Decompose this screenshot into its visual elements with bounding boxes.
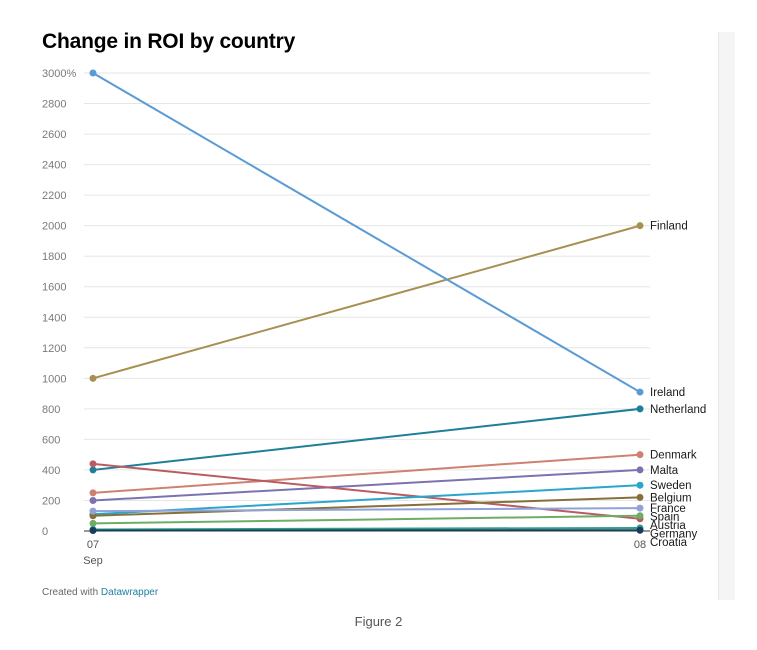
point-finland <box>636 222 644 230</box>
y-tick-label: 1600 <box>42 282 66 294</box>
series-line-sweden <box>92 484 641 516</box>
line-chart: 0 200 400 600 800 1000 1200 1400 1600 1800 2000 220… <box>42 68 706 567</box>
point-france <box>636 504 644 512</box>
point-croatia <box>636 526 644 534</box>
y-tick-label: 800 <box>42 404 60 416</box>
y-tick-label: 2600 <box>42 129 66 141</box>
point-spain <box>89 519 97 527</box>
series-label-netherland: Netherland <box>650 404 706 416</box>
point-austria <box>89 460 97 468</box>
chart-title: Change in ROI by country <box>42 30 296 53</box>
series-label-austria: Austria <box>650 520 686 532</box>
series-line-austria <box>92 462 641 520</box>
credit-prefix: Created with <box>42 587 99 598</box>
point-belgium <box>636 493 644 501</box>
y-tick-label: 400 <box>42 465 60 477</box>
y-tick-label: 600 <box>42 434 60 446</box>
x-tick-label: 08 <box>634 539 646 551</box>
point-denmark <box>89 489 97 497</box>
y-tick-label: 2200 <box>42 190 66 202</box>
y-axis-ticks: 0 200 400 600 800 1000 1200 1400 1600 1800 2000 220… <box>42 68 76 538</box>
series-points <box>89 69 644 535</box>
y-tick-label: 2000 <box>42 221 66 233</box>
y-tick-label: 3000% <box>42 68 76 80</box>
y-tick-label: 2400 <box>42 160 66 172</box>
series-label-belgium: Belgium <box>650 492 692 504</box>
series-line-germany <box>92 526 641 531</box>
point-netherland <box>636 405 644 413</box>
y-tick-label: 2800 <box>42 99 66 111</box>
series-lines <box>92 72 641 532</box>
point-croatia <box>89 527 97 535</box>
x-tick-sublabel: Sep <box>83 555 103 567</box>
series-label-france: France <box>650 503 686 515</box>
series-line-denmark <box>92 453 641 494</box>
series-labels: Finland Ireland Netherland Denmark Malta Swed… <box>650 221 706 549</box>
series-label-ireland: Ireland <box>650 387 685 399</box>
vertical-scrollbar[interactable] <box>718 32 735 600</box>
point-malta <box>636 466 644 474</box>
point-ireland <box>89 69 97 77</box>
series-label-spain: Spain <box>650 512 679 524</box>
credit-line: Created with Datawrapper <box>42 587 158 598</box>
series-label-croatia: Croatia <box>650 537 688 549</box>
series-label-germany: Germany <box>650 529 698 541</box>
y-tick-label: 200 <box>42 495 60 507</box>
series-label-sweden: Sweden <box>650 480 692 492</box>
point-sweden <box>636 481 644 489</box>
y-tick-label: 1400 <box>42 312 66 324</box>
x-tick-label: 07 <box>87 539 99 551</box>
series-line-spain <box>92 514 641 525</box>
series-line-finland <box>92 224 641 380</box>
series-label-finland: Finland <box>650 221 688 233</box>
series-line-ireland <box>92 72 641 393</box>
series-label-malta: Malta <box>650 465 679 477</box>
y-tick-label: 1800 <box>42 251 66 263</box>
series-line-malta <box>92 468 641 502</box>
point-ireland <box>636 388 644 396</box>
x-axis-ticks: 07 Sep 08 <box>83 539 646 567</box>
y-tick-label: 0 <box>42 526 48 538</box>
series-line-belgium <box>92 496 641 517</box>
point-finland <box>89 374 97 382</box>
series-line-france <box>92 507 641 513</box>
point-netherland <box>89 466 97 474</box>
figure-caption: Figure 2 <box>354 614 403 629</box>
series-line-netherland <box>92 407 641 471</box>
y-tick-label: 1000 <box>42 373 66 385</box>
point-france <box>89 507 97 515</box>
series-label-denmark: Denmark <box>650 450 697 462</box>
point-denmark <box>636 451 644 459</box>
point-spain <box>636 512 644 520</box>
datawrapper-link[interactable]: Datawrapper <box>100 587 159 598</box>
y-tick-label: 1200 <box>42 343 66 355</box>
point-malta <box>89 496 97 504</box>
